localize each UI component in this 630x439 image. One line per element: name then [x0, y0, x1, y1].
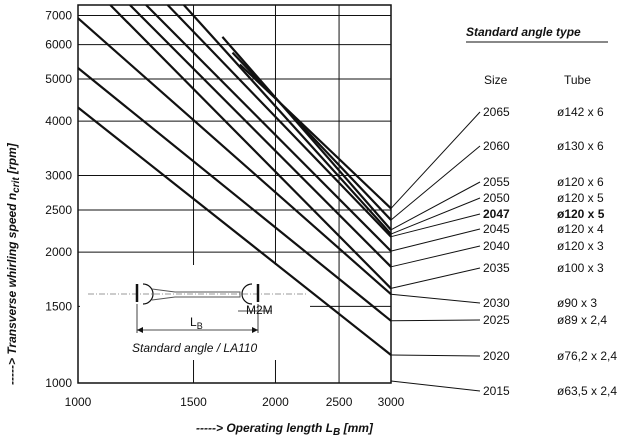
series-line-2020	[77, 106, 392, 356]
legend-size-header: Size	[484, 73, 508, 87]
x-tick-label: 1500	[180, 395, 207, 409]
leader-line-2020	[390, 354, 481, 357]
series-line-2055	[221, 36, 392, 231]
legend-size-2015: 2015	[483, 384, 510, 398]
legend-tube-2025: ø89 x 2,4	[557, 313, 607, 327]
legend-tube-2020: ø76,2 x 2,4	[557, 349, 617, 363]
y-tick-label: 6000	[45, 38, 72, 52]
series-line-2035	[109, 4, 392, 290]
legend-tube-header: Tube	[564, 73, 591, 87]
leader-line-2035	[390, 267, 481, 289]
legend-tube-2055: ø120 x 6	[557, 175, 604, 189]
legend-size-2050: 2050	[483, 191, 510, 205]
standard-angle-inset: LB M2M Standard angle / LA110	[80, 265, 310, 360]
series-line-2045	[145, 4, 392, 252]
legend-size-2065: 2065	[483, 105, 510, 119]
legend-tube-2050: ø120 x 5	[557, 191, 604, 205]
y-tick-label: 5000	[45, 72, 72, 86]
legend-tube-2030: ø90 x 3	[557, 296, 597, 310]
series-line-2050	[183, 4, 392, 235]
legend-size-2035: 2035	[483, 261, 510, 275]
legend-tube-2045: ø120 x 4	[557, 222, 604, 236]
x-tick-label: 2000	[262, 395, 289, 409]
y-tick-label: 2500	[45, 203, 72, 217]
plot-frame	[77, 4, 392, 384]
leader-lines	[390, 111, 481, 392]
leader-line-2025	[390, 319, 481, 322]
series-line-2030	[77, 17, 392, 296]
leader-line-2050	[390, 197, 481, 235]
y-tick-labels: 1000 1500 2000 2500 3000 4000 5000 6000 7000	[45, 8, 72, 390]
legend-tube-2047: ø120 x 5	[557, 207, 605, 221]
inset-dim-label: M2M	[246, 303, 273, 317]
y-tick-label: 2000	[45, 245, 72, 259]
inset-caption: Standard angle / LA110	[132, 341, 258, 355]
y-tick-label: 1500	[45, 299, 72, 313]
x-tick-label: 1000	[65, 395, 92, 409]
series-line-2047	[166, 4, 392, 238]
legend-size-2045: 2045	[483, 222, 510, 236]
y-tick-label: 7000	[45, 8, 72, 22]
series-line-2060	[231, 51, 392, 221]
grid-lines	[78, 5, 391, 383]
leader-line-2040	[390, 245, 481, 268]
series-lines	[77, 4, 392, 356]
leader-line-2047	[390, 213, 481, 238]
series-line-2040	[129, 4, 392, 268]
inset-length-label: LB	[190, 315, 203, 331]
y-tick-label: 3000	[45, 169, 72, 183]
legend-size-2030: 2030	[483, 296, 510, 310]
inset-left-joint	[142, 283, 154, 305]
inset-right-joint	[241, 283, 253, 305]
legend-tube-2015: ø63,5 x 2,4	[557, 384, 617, 398]
y-tick-label: 1000	[45, 376, 72, 390]
leader-line-2045	[390, 228, 481, 252]
legend-title: Standard angle type	[466, 25, 581, 39]
legend-size-2040: 2040	[483, 239, 510, 253]
leader-line-2055	[390, 181, 481, 231]
series-line-2025	[77, 67, 392, 322]
legend-tube-2060: ø130 x 6	[557, 139, 604, 153]
legend-size-2020: 2020	[483, 349, 510, 363]
x-tick-label: 2500	[326, 395, 353, 409]
x-tick-label: 3000	[378, 395, 405, 409]
legend-rows: 2065 ø142 x 6 2060 ø130 x 6 2055 ø120 x 6 2050…	[483, 105, 617, 398]
y-axis-label: -----> Transverse whirling speed ncrit […	[5, 142, 22, 385]
legend-size-2055: 2055	[483, 175, 510, 189]
leader-line-2065	[390, 111, 481, 209]
legend-size-2025: 2025	[483, 313, 510, 327]
legend: Standard angle type Size Tube 2065 ø142 x…	[466, 25, 617, 398]
x-tick-labels: 1000 1500 2000 2500 3000	[65, 395, 405, 409]
legend-tube-2035: ø100 x 3	[557, 261, 604, 275]
legend-size-2060: 2060	[483, 139, 510, 153]
legend-tube-2065: ø142 x 6	[557, 105, 604, 119]
leader-line-2030	[390, 293, 481, 304]
x-axis-label: -----> Operating length LB [mm]	[196, 421, 374, 438]
leader-line-2015	[390, 380, 481, 392]
inset-tube	[151, 288, 241, 301]
legend-size-2047: 2047	[483, 207, 510, 221]
leader-line-2060	[390, 145, 481, 221]
y-tick-label: 4000	[45, 114, 72, 128]
legend-tube-2040: ø120 x 3	[557, 239, 604, 253]
